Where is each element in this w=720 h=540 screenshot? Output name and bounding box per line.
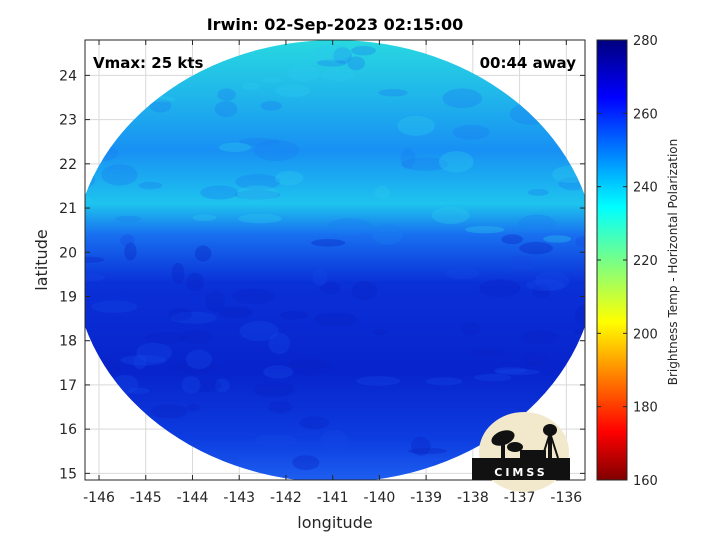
- colorbar-tick-label: 280: [633, 34, 658, 49]
- logo-text: CIMSS: [494, 466, 547, 479]
- colorbar-tick-label: 240: [633, 181, 658, 196]
- y-tick-label: 20: [59, 245, 77, 261]
- colorbar-tick-label: 220: [633, 254, 658, 269]
- y-tick-label: 23: [59, 113, 77, 129]
- x-tick-label: -138: [457, 490, 489, 506]
- x-tick-labels: -146 -145 -144 -143 -142 -141 -140 -139 -138 -137…: [83, 490, 582, 506]
- x-tick-label: -137: [504, 490, 536, 506]
- colorbar-ticks: 160 180 200 220 240 260 280: [597, 34, 658, 489]
- x-tick-label: -140: [364, 490, 396, 506]
- y-axis-label: latitude: [32, 229, 51, 290]
- y-tick-label: 15: [59, 466, 77, 482]
- y-tick-label: 18: [59, 334, 77, 350]
- colorbar-tick-label: 200: [633, 327, 658, 342]
- y-tick-label: 19: [59, 289, 77, 305]
- swath-footprint: [85, 40, 585, 480]
- time-away-annotation: 00:44 away: [480, 54, 577, 72]
- x-axis-label: longitude: [297, 513, 372, 532]
- colorbar: [597, 40, 627, 480]
- logo-ground: [472, 458, 570, 480]
- colorbar-tick-label: 160: [633, 474, 658, 489]
- chart-title: Irwin: 02-Sep-2023 02:15:00: [207, 15, 464, 34]
- x-tick-label: -143: [223, 490, 255, 506]
- x-tick-label: -146: [83, 490, 115, 506]
- logo-dish-stand: [501, 440, 505, 458]
- y-tick-label: 22: [59, 157, 77, 173]
- axes-box: [84, 39, 586, 481]
- y-tick-label: 24: [59, 68, 77, 84]
- y-tick-label: 17: [59, 378, 77, 394]
- colorbar-label: Brightness Temp - Horizontal Polarizatio…: [666, 139, 680, 386]
- colorbar-tick-label: 180: [633, 401, 658, 416]
- colorbar-tick-label: 260: [633, 107, 658, 122]
- y-tick-label: 16: [59, 422, 77, 438]
- vmax-annotation: Vmax: 25 kts: [93, 54, 203, 72]
- axis-ticks: [85, 40, 585, 480]
- logo-dish-small-icon: [507, 442, 523, 452]
- x-tick-label: -142: [270, 490, 302, 506]
- x-tick-label: -139: [410, 490, 442, 506]
- cimss-logo: CIMSS: [472, 412, 570, 492]
- logo-tower-tank-icon: [543, 424, 557, 436]
- x-tick-label: -141: [317, 490, 349, 506]
- logo-tower-post: [548, 434, 552, 458]
- x-tick-label: -144: [177, 490, 209, 506]
- logo-dish-icon: [491, 430, 515, 446]
- y-tick-label: 21: [59, 201, 77, 217]
- x-tick-label: -145: [130, 490, 162, 506]
- y-tick-labels: 15 16 17 18 19 20 21 22 23 24: [59, 68, 77, 482]
- x-tick-label: -136: [550, 490, 582, 506]
